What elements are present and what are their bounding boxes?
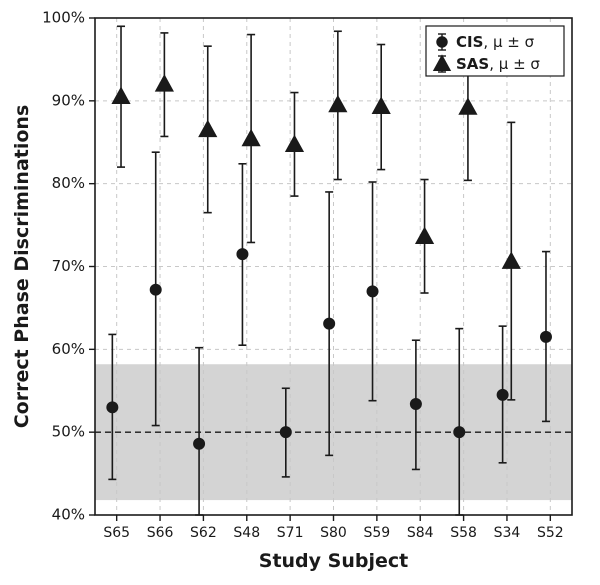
- y-axis-title: Correct Phase Discriminations: [11, 105, 33, 429]
- x-tick-label: S71: [277, 525, 304, 541]
- data-point: [540, 331, 551, 342]
- y-tick-label: 50%: [52, 423, 85, 441]
- legend-label: CIS, μ ± σ: [456, 33, 535, 51]
- x-tick-label: S62: [190, 525, 217, 541]
- x-tick-label: S34: [494, 525, 521, 541]
- y-tick-label: 80%: [52, 174, 85, 192]
- x-tick-label: S48: [233, 525, 260, 541]
- x-tick-label: S58: [450, 525, 477, 541]
- data-point: [237, 249, 248, 260]
- data-point: [107, 402, 118, 413]
- x-tick-label: S52: [537, 525, 564, 541]
- chart-svg: 40% 50% 60% 70% 80% 90% 100% S65 S66 S62 S48 S71 S80…: [0, 0, 600, 585]
- data-point: [194, 438, 205, 449]
- x-tick-label: S59: [364, 525, 391, 541]
- data-point: [150, 284, 161, 295]
- data-point: [410, 399, 421, 410]
- y-tick-label: 60%: [52, 340, 85, 358]
- chart-container: 40% 50% 60% 70% 80% 90% 100% S65 S66 S62 S48 S71 S80…: [0, 0, 600, 585]
- y-tick-label: 90%: [52, 91, 85, 109]
- x-tick-label: S80: [320, 525, 347, 541]
- data-point: [324, 318, 335, 329]
- data-point: [367, 286, 378, 297]
- legend-label: SAS, μ ± σ: [456, 55, 540, 73]
- x-axis-title: Study Subject: [259, 550, 408, 572]
- x-tick-label: S65: [103, 525, 130, 541]
- y-tick-label: 100%: [42, 9, 85, 27]
- legend: CIS, μ ± σ SAS, μ ± σ: [426, 26, 564, 76]
- y-tick-label: 40%: [52, 506, 85, 524]
- y-tick-label: 70%: [52, 257, 85, 275]
- x-tick-label: S84: [407, 525, 434, 541]
- x-tick-label: S66: [147, 525, 174, 541]
- data-point: [280, 427, 291, 438]
- data-point: [454, 427, 465, 438]
- data-point: [497, 389, 508, 400]
